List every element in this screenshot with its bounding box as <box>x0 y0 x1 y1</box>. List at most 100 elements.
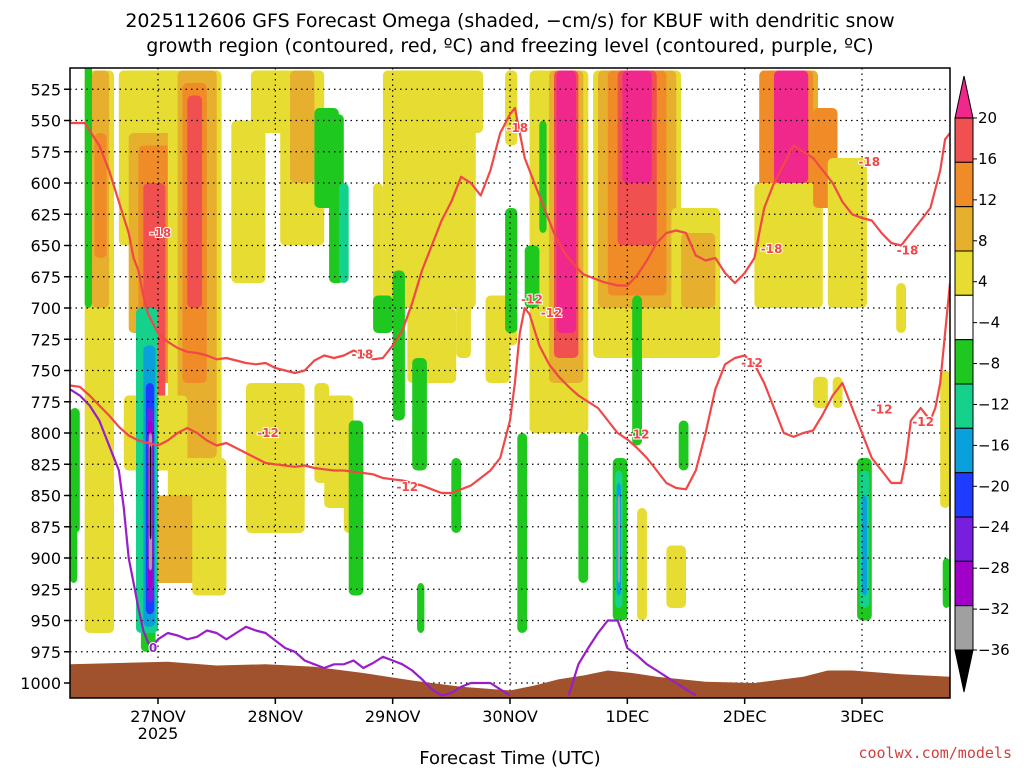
y-axis: 525 550 575 600 625 650 675 700 725 750 775 800 825 8… <box>20 80 70 693</box>
chart-title-line1: 2025112606 GFS Forecast Omega (shaded, −… <box>125 10 894 32</box>
colorbar-segment <box>954 472 974 518</box>
contour-label: -18 <box>352 347 374 361</box>
omega-shading <box>70 68 950 652</box>
x-tick-label: 29NOV <box>365 707 421 726</box>
omega-cell-83 <box>578 433 589 583</box>
colorbar-segment <box>954 605 974 651</box>
y-tick-label: 700 <box>30 299 61 318</box>
x-tick-label: 30NOV <box>482 707 538 726</box>
omega-cell-18 <box>290 70 315 183</box>
omega-cell-34 <box>461 70 484 133</box>
colorbar-label: −20 <box>978 477 1010 495</box>
contour-label: -18 <box>897 244 919 258</box>
colorbar-label: −36 <box>978 641 1010 659</box>
omega-cell-69 <box>70 408 80 533</box>
colorbar-segment <box>954 250 974 296</box>
omega-cell-2 <box>94 133 107 258</box>
contour-label: -12 <box>521 292 543 306</box>
omega-cell-33 <box>505 70 518 146</box>
colorbar-bottom-arrow <box>954 649 974 693</box>
omega-cell-93 <box>942 558 950 608</box>
omega-cell-57 <box>940 370 950 508</box>
colorbar-label: 4 <box>978 273 988 291</box>
y-tick-label: 900 <box>30 549 61 568</box>
x-tick-label: 3DEC <box>840 707 884 726</box>
omega-cell-77 <box>417 583 425 633</box>
colorbar-segment <box>954 339 974 385</box>
contour-label: -12 <box>628 427 650 441</box>
y-tick-label: 600 <box>30 174 61 193</box>
x-axis-label: Forecast Time (UTC) <box>419 748 600 768</box>
contour-0 <box>70 388 511 697</box>
omega-cell-11 <box>187 95 202 308</box>
chart-title-line2: growth region (contoured, red, ºC) and f… <box>146 35 873 57</box>
omega-cell-30 <box>456 295 471 358</box>
colorbar-label: −32 <box>978 600 1010 618</box>
contour-lines <box>70 106 950 697</box>
x-tick-label: 1DEC <box>605 707 649 726</box>
contour-label: 0 <box>149 641 157 655</box>
y-tick-label: 775 <box>30 393 61 412</box>
y-tick-label: 675 <box>30 268 61 287</box>
omega-cell-43 <box>622 70 652 183</box>
omega-cell-28 <box>382 70 476 308</box>
y-tick-label: 1000 <box>20 674 61 693</box>
omega-cell-66 <box>149 445 152 540</box>
omega-cell-92 <box>862 495 867 596</box>
contour-label: -12 <box>541 306 563 320</box>
colorbar-segment <box>954 516 974 562</box>
colorbar-segment <box>954 560 974 607</box>
colorbar-segment <box>954 383 974 429</box>
y-tick-label: 750 <box>30 362 61 381</box>
colorbar-label: −8 <box>978 355 1000 373</box>
omega-cell-68 <box>84 68 92 308</box>
omega-cell-71 <box>338 183 349 283</box>
y-tick-label: 725 <box>30 330 61 349</box>
contour-labels: -18-18-18-18-18-18-12-12-12-12-12-12-12-… <box>148 120 935 656</box>
colorbar-label: 12 <box>978 191 997 209</box>
omega-cell-76 <box>412 358 427 471</box>
terrain <box>70 661 950 698</box>
contour-label: -12 <box>912 415 934 429</box>
omega-cell-50 <box>774 70 809 183</box>
omega-cell-47 <box>666 545 686 608</box>
omega-cell-82 <box>539 120 547 233</box>
colorbar-segment <box>954 427 974 474</box>
omega-cell-53 <box>827 158 867 308</box>
plot-area: -18-18-18-18-18-18-12-12-12-12-12-12-12-… <box>70 68 950 698</box>
colorbar-segment <box>954 294 974 341</box>
omega-cell-79 <box>505 208 518 333</box>
contour-label: -18 <box>761 242 783 256</box>
x-tick-label: 27NOV <box>130 707 186 726</box>
omega-cell-14 <box>192 458 227 596</box>
colorbar-segment <box>954 206 974 252</box>
contour-label: -18 <box>858 155 880 169</box>
y-tick-label: 525 <box>30 80 61 99</box>
y-tick-label: 875 <box>30 518 61 537</box>
omega-cell-46 <box>637 508 647 621</box>
y-tick-label: 825 <box>30 455 61 474</box>
colorbar-label: −24 <box>978 518 1010 536</box>
omega-cell-38 <box>556 70 576 333</box>
colorbar-label: 8 <box>978 232 988 250</box>
terrain-layer <box>70 661 950 698</box>
colorbar-label: −12 <box>978 395 1010 413</box>
colorbar-label: −28 <box>978 559 1010 577</box>
contour-label: -12 <box>257 426 279 440</box>
colorbar-label: −4 <box>978 314 1000 332</box>
omega-cell-73 <box>348 420 364 596</box>
y-tick-label: 850 <box>30 487 61 506</box>
colorbar: 20 16 12 8 4 −4 −8 −12 −16 −20 −24 −28 −32 −36 <box>954 75 1010 693</box>
contour-0b <box>567 619 697 697</box>
y-tick-label: 575 <box>30 143 61 162</box>
omega-cell-89 <box>678 420 689 471</box>
y-tick-label: 925 <box>30 580 61 599</box>
colorbar-label: −16 <box>978 436 1010 454</box>
y-tick-label: 550 <box>30 112 61 131</box>
colorbar-label: 20 <box>978 109 997 127</box>
gridlines <box>70 68 950 698</box>
x-tick-label: 2DEC <box>723 707 767 726</box>
omega-cell-45 <box>681 233 716 308</box>
